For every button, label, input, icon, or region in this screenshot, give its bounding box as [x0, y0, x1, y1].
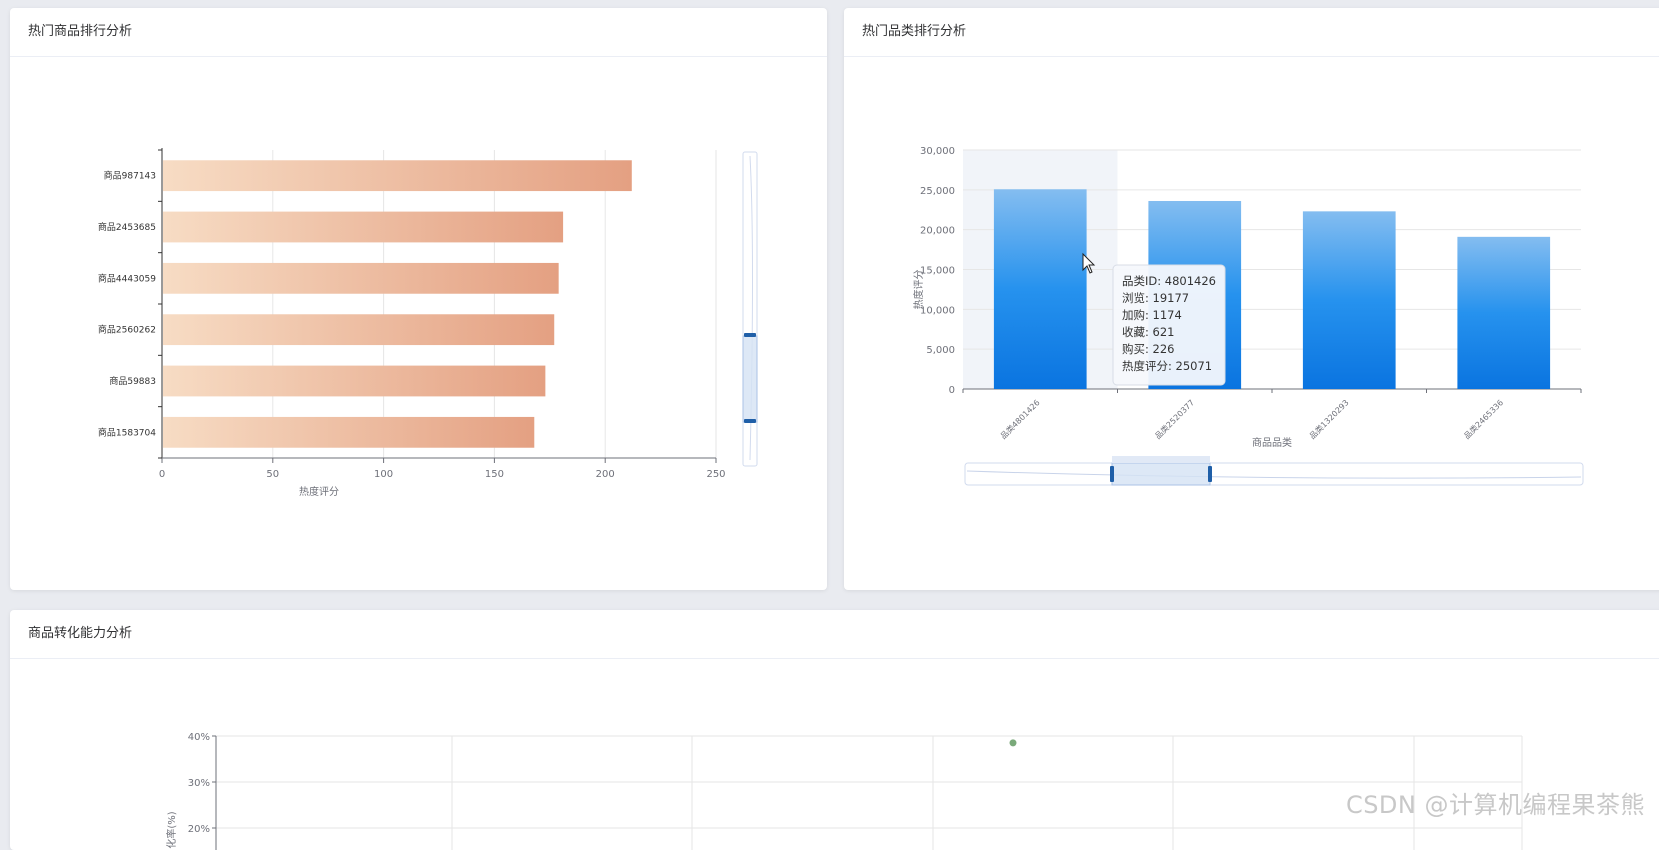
x-tick-label: 100: [374, 469, 393, 480]
y-tick-label: 商品2560262: [98, 324, 156, 336]
datazoom-handle-top: [744, 333, 756, 337]
bar: [1302, 211, 1396, 389]
x-tick-label: 250: [706, 469, 725, 480]
y-tick-label: 商品1583704: [98, 426, 156, 438]
datazoom-move-handle: [1112, 456, 1210, 463]
tooltip-line: 收藏: 621: [1122, 325, 1174, 339]
datazoom-handle-right: [1208, 466, 1212, 482]
y-tick-label: 商品4443059: [98, 272, 156, 284]
y-tick-label: 25,000: [920, 186, 955, 197]
watermark: CSDN @计算机编程果茶熊: [1345, 791, 1645, 819]
datazoom-window: [742, 335, 758, 423]
tooltip-line: 购买: 226: [1122, 342, 1174, 356]
tooltip-line: 浏览: 19177: [1122, 291, 1189, 305]
y-tick-label: 30,000: [920, 146, 955, 157]
conversion-card: 商品转化能力分析 40% 30% 20% 化率(%): [10, 610, 1659, 850]
y-tick-label: 商品2453685: [98, 221, 156, 233]
x-tick-label: 150: [485, 469, 504, 480]
tooltip-line: 加购: 1174: [1122, 308, 1182, 322]
y-tick-label: 10,000: [920, 305, 955, 316]
cursor-icon: [1082, 252, 1096, 274]
y-tick-label: 商品987143: [104, 170, 156, 182]
conversion-title: 商品转化能力分析: [10, 610, 1659, 659]
hot-categories-title: 热门品类排行分析: [844, 8, 1659, 57]
y-tick-label: 40%: [188, 732, 210, 743]
bar: [163, 314, 555, 346]
x-tick-label: 200: [596, 469, 615, 480]
tooltip: 品类ID: 4801426 浏览: 19177 加购: 1174 收藏: 621 购买:…: [1112, 264, 1226, 386]
datazoom-shadow: [966, 470, 1582, 479]
x-tick-label: 品类4801426: [998, 397, 1042, 441]
tooltip-line: 品类ID: 4801426: [1122, 274, 1216, 288]
x-axis-title: 热度评分: [299, 485, 339, 498]
hot-products-chart: 0 50 100 150 200 250 商品987143 商品2453685 商品444305…: [98, 148, 758, 498]
bar: [163, 211, 564, 243]
x-axis-title: 商品品类: [1252, 436, 1292, 449]
x-tick-label: 品类2520377: [1153, 397, 1197, 441]
bar: [163, 160, 632, 192]
datazoom-window: [1111, 462, 1211, 486]
bar: [163, 416, 535, 448]
y-tick-label: 5,000: [926, 345, 955, 356]
x-tick-label: 0: [159, 469, 165, 480]
y-tick-label: 15,000: [920, 266, 955, 277]
conversion-chart: 40%30%20%化率(%): [165, 732, 1523, 850]
y-tick-label: 20,000: [920, 226, 955, 237]
bar: [993, 189, 1087, 389]
x-tick-label: 品类1320293: [1307, 397, 1351, 441]
datazoom-handle-left: [1110, 466, 1114, 482]
bar: [1457, 236, 1551, 389]
y-tick-label: 0: [949, 385, 955, 396]
hot-products-card: 热门商品排行分析 0 50 100 150 200 250 商品987143 商品245368…: [10, 8, 827, 590]
hot-products-title: 热门商品排行分析: [10, 8, 827, 57]
y-tick-label: 30%: [188, 778, 210, 789]
y-tick-label: 商品59883: [109, 375, 156, 387]
scatter-point: [1009, 739, 1017, 747]
bar: [163, 262, 559, 294]
tooltip-box: [1112, 264, 1226, 386]
hot-categories-chart: 0 5,000 10,000 15,000 20,000 25,000 30,000 品类48…: [912, 146, 1584, 486]
x-tick-label: 品类2465336: [1462, 397, 1506, 441]
datazoom-track: [964, 462, 1584, 486]
datazoom-handle-bottom: [744, 419, 756, 423]
tooltip-line: 热度评分: 25071: [1122, 359, 1212, 373]
datazoom-track: [742, 151, 758, 467]
hot-categories-card: 热门品类排行分析 0 5,000 10,000 15,000 20,000 25,000 3…: [844, 8, 1659, 590]
bar: [163, 365, 546, 397]
y-axis-title: 热度评分: [912, 270, 925, 310]
x-tick-label: 50: [266, 469, 279, 480]
